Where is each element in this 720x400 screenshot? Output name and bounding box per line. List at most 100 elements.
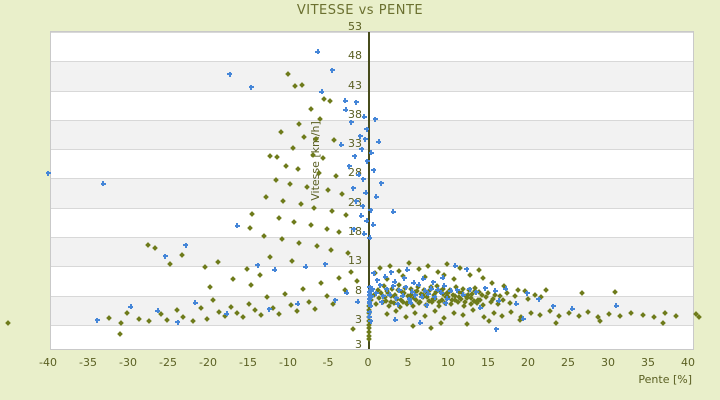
data-point-serie-bleue xyxy=(303,264,309,270)
data-point-serie-bleue xyxy=(536,296,542,302)
data-point-serie-bleue xyxy=(379,299,385,305)
data-point-serie-bleue xyxy=(227,71,233,77)
gridline xyxy=(51,207,693,209)
data-point-serie-olive xyxy=(696,313,703,320)
data-point-serie-bleue xyxy=(569,306,575,312)
gridline xyxy=(51,119,693,121)
data-point-serie-bleue xyxy=(503,286,509,292)
y-tick-label: 18 xyxy=(348,225,362,239)
data-point-serie-bleue xyxy=(372,116,378,122)
x-tick-label: 20 xyxy=(521,356,535,369)
data-point-serie-olive xyxy=(290,219,297,225)
data-point-serie-bleue xyxy=(401,275,407,281)
data-point-serie-bleue xyxy=(358,213,364,219)
data-point-serie-bleue xyxy=(452,263,458,269)
data-point-serie-bleue xyxy=(350,185,356,191)
data-point-serie-bleue xyxy=(374,277,380,283)
data-point-serie-bleue xyxy=(366,299,372,305)
data-point-serie-bleue xyxy=(366,289,372,295)
data-point-serie-bleue xyxy=(356,172,362,178)
data-point-serie-olive xyxy=(308,222,315,229)
data-point-serie-bleue xyxy=(550,303,556,309)
chart-title: VITESSE vs PENTE xyxy=(296,3,424,18)
data-point-serie-bleue xyxy=(438,290,444,296)
data-point-serie-bleue xyxy=(366,314,372,320)
data-point-serie-bleue xyxy=(175,319,181,325)
data-point-serie-bleue xyxy=(412,292,418,298)
data-point-serie-bleue xyxy=(343,107,349,113)
data-point-serie-bleue xyxy=(390,283,396,289)
data-point-serie-bleue xyxy=(344,290,350,296)
gridline xyxy=(51,266,693,268)
data-point-serie-bleue xyxy=(368,318,374,324)
data-point-serie-bleue xyxy=(425,291,431,297)
data-point-serie-bleue xyxy=(255,262,261,268)
data-point-serie-bleue xyxy=(295,301,301,307)
data-point-serie-olive xyxy=(294,166,301,172)
data-point-serie-bleue xyxy=(368,303,374,309)
data-point-serie-bleue xyxy=(390,209,396,215)
y-tick-label: 13 xyxy=(348,254,362,268)
data-point-serie-bleue xyxy=(348,119,354,125)
x-tick-label: -5 xyxy=(322,356,334,369)
data-point-serie-bleue xyxy=(448,288,454,294)
data-point-serie-bleue xyxy=(248,84,254,90)
x-tick-label: 15 xyxy=(481,356,495,369)
data-point-serie-bleue xyxy=(361,231,367,237)
data-point-serie-olive xyxy=(5,320,12,327)
data-point-serie-olive xyxy=(274,154,280,161)
data-point-serie-olive xyxy=(247,282,254,288)
y-tick-label: 48 xyxy=(348,49,362,63)
x-tick-label: -15 xyxy=(239,356,257,369)
y-tick-label: 33 xyxy=(348,137,362,151)
data-point-serie-bleue xyxy=(346,163,352,169)
data-point-serie-bleue xyxy=(393,295,399,301)
data-point-serie-olive xyxy=(266,153,273,160)
data-point-serie-bleue xyxy=(363,190,369,196)
data-point-serie-bleue xyxy=(338,142,344,147)
y-tick-label: 43 xyxy=(348,78,362,92)
data-point-serie-bleue xyxy=(496,298,502,304)
data-point-serie-bleue xyxy=(364,218,370,224)
data-point-serie-bleue xyxy=(94,317,100,323)
data-point-serie-bleue xyxy=(435,287,441,293)
data-point-serie-bleue xyxy=(409,289,415,295)
data-point-serie-bleue xyxy=(443,300,449,306)
data-point-serie-bleue xyxy=(464,266,470,272)
data-point-serie-bleue xyxy=(364,126,370,132)
data-point-serie-olive xyxy=(479,275,486,281)
data-point-serie-olive xyxy=(463,321,470,328)
data-point-serie-bleue xyxy=(392,279,398,285)
data-point-serie-bleue xyxy=(396,287,402,293)
x-tick-label: -40 xyxy=(39,356,57,369)
data-point-serie-bleue xyxy=(419,294,425,300)
data-point-serie-olive xyxy=(249,210,256,217)
data-point-serie-bleue xyxy=(162,253,168,259)
data-point-serie-bleue xyxy=(467,286,473,292)
data-point-serie-bleue xyxy=(128,304,134,310)
data-point-serie-olive xyxy=(342,211,349,218)
data-point-serie-olive xyxy=(350,326,356,332)
band-row xyxy=(51,119,693,150)
data-point-serie-bleue xyxy=(234,223,240,229)
data-point-serie-olive xyxy=(434,268,441,275)
data-point-serie-bleue xyxy=(422,288,428,294)
data-point-serie-bleue xyxy=(428,286,434,292)
data-point-serie-bleue xyxy=(441,283,447,289)
plot-area xyxy=(5,31,703,350)
x-zero-axis-line xyxy=(368,32,370,349)
gridline xyxy=(51,178,693,180)
band-row xyxy=(51,61,693,91)
data-point-serie-bleue xyxy=(388,269,394,275)
data-point-serie-bleue xyxy=(183,242,189,248)
data-point-serie-olive xyxy=(542,287,549,294)
x-tick-label: 5 xyxy=(404,356,412,369)
data-point-serie-bleue xyxy=(384,286,390,292)
data-point-serie-bleue xyxy=(319,89,325,95)
data-point-serie-bleue xyxy=(417,320,423,326)
data-point-serie-bleue xyxy=(272,267,278,273)
data-point-serie-bleue xyxy=(380,293,386,299)
data-point-serie-bleue xyxy=(352,153,358,159)
x-tick-label: 0 xyxy=(364,356,372,369)
